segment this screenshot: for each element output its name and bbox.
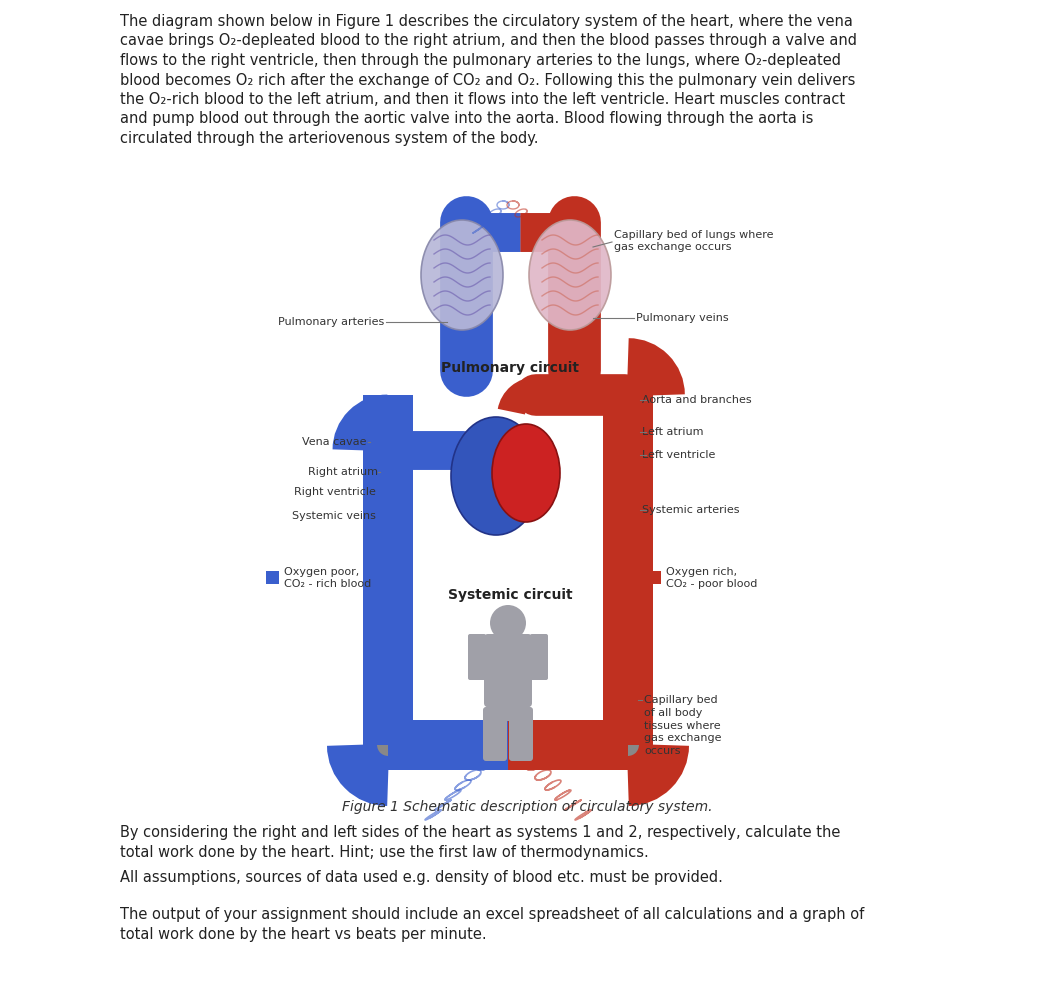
Text: Left atrium: Left atrium bbox=[642, 427, 703, 437]
Text: the O₂-rich blood to the left atrium, and then it flows into the left ventricle.: the O₂-rich blood to the left atrium, an… bbox=[120, 92, 845, 107]
Text: cavae brings O₂-depleated blood to the right atrium, and then the blood passes t: cavae brings O₂-depleated blood to the r… bbox=[120, 33, 857, 48]
Ellipse shape bbox=[492, 424, 560, 522]
Text: Right ventricle: Right ventricle bbox=[294, 487, 376, 497]
Text: total work done by the heart vs beats per minute.: total work done by the heart vs beats pe… bbox=[120, 927, 487, 942]
Text: Right atrium: Right atrium bbox=[308, 467, 378, 477]
Text: blood becomes O₂ rich after the exchange of CO₂ and O₂. Following this the pulmo: blood becomes O₂ rich after the exchange… bbox=[120, 73, 856, 88]
Text: Capillary bed
of all body
tissues where
gas exchange
occurs: Capillary bed of all body tissues where … bbox=[644, 695, 722, 756]
Text: Figure 1 Schematic description of circulatory system.: Figure 1 Schematic description of circul… bbox=[341, 800, 713, 814]
Text: Pulmonary veins: Pulmonary veins bbox=[636, 313, 728, 323]
Text: The output of your assignment should include an excel spreadsheet of all calcula: The output of your assignment should inc… bbox=[120, 907, 864, 922]
Ellipse shape bbox=[485, 699, 531, 721]
FancyBboxPatch shape bbox=[484, 634, 532, 707]
Text: All assumptions, sources of data used e.g. density of blood etc. must be provide: All assumptions, sources of data used e.… bbox=[120, 870, 723, 885]
FancyBboxPatch shape bbox=[530, 634, 548, 680]
Text: Systemic circuit: Systemic circuit bbox=[448, 588, 572, 602]
Text: Oxygen poor,
CO₂ - rich blood: Oxygen poor, CO₂ - rich blood bbox=[284, 566, 371, 589]
Text: By considering the right and left sides of the heart as systems 1 and 2, respect: By considering the right and left sides … bbox=[120, 825, 840, 840]
FancyBboxPatch shape bbox=[468, 634, 486, 680]
Ellipse shape bbox=[451, 417, 541, 535]
Text: Vena cavae: Vena cavae bbox=[301, 437, 366, 447]
Text: Aorta and branches: Aorta and branches bbox=[642, 395, 752, 405]
FancyBboxPatch shape bbox=[648, 571, 661, 584]
Text: Systemic arteries: Systemic arteries bbox=[642, 505, 740, 515]
Text: total work done by the heart. Hint; use the first law of thermodynamics.: total work done by the heart. Hint; use … bbox=[120, 844, 649, 860]
Ellipse shape bbox=[529, 220, 611, 330]
Text: Pulmonary circuit: Pulmonary circuit bbox=[441, 361, 579, 375]
Text: Left ventricle: Left ventricle bbox=[642, 450, 716, 460]
Text: Oxygen rich,
CO₂ - poor blood: Oxygen rich, CO₂ - poor blood bbox=[666, 566, 758, 589]
FancyBboxPatch shape bbox=[266, 571, 279, 584]
FancyBboxPatch shape bbox=[509, 707, 533, 761]
Text: Pulmonary arteries: Pulmonary arteries bbox=[278, 317, 384, 327]
FancyBboxPatch shape bbox=[483, 707, 507, 761]
Ellipse shape bbox=[421, 220, 503, 330]
Text: and pump blood out through the aortic valve into the aorta. Blood flowing throug: and pump blood out through the aortic va… bbox=[120, 111, 814, 126]
Text: flows to the right ventricle, then through the pulmonary arteries to the lungs, : flows to the right ventricle, then throu… bbox=[120, 53, 841, 68]
Text: Capillary bed of lungs where
gas exchange occurs: Capillary bed of lungs where gas exchang… bbox=[614, 230, 774, 252]
Text: Systemic veins: Systemic veins bbox=[292, 511, 376, 521]
Circle shape bbox=[490, 605, 526, 641]
Text: The diagram shown below in Figure 1 describes the circulatory system of the hear: The diagram shown below in Figure 1 desc… bbox=[120, 14, 853, 29]
Text: circulated through the arteriovenous system of the body.: circulated through the arteriovenous sys… bbox=[120, 131, 539, 146]
